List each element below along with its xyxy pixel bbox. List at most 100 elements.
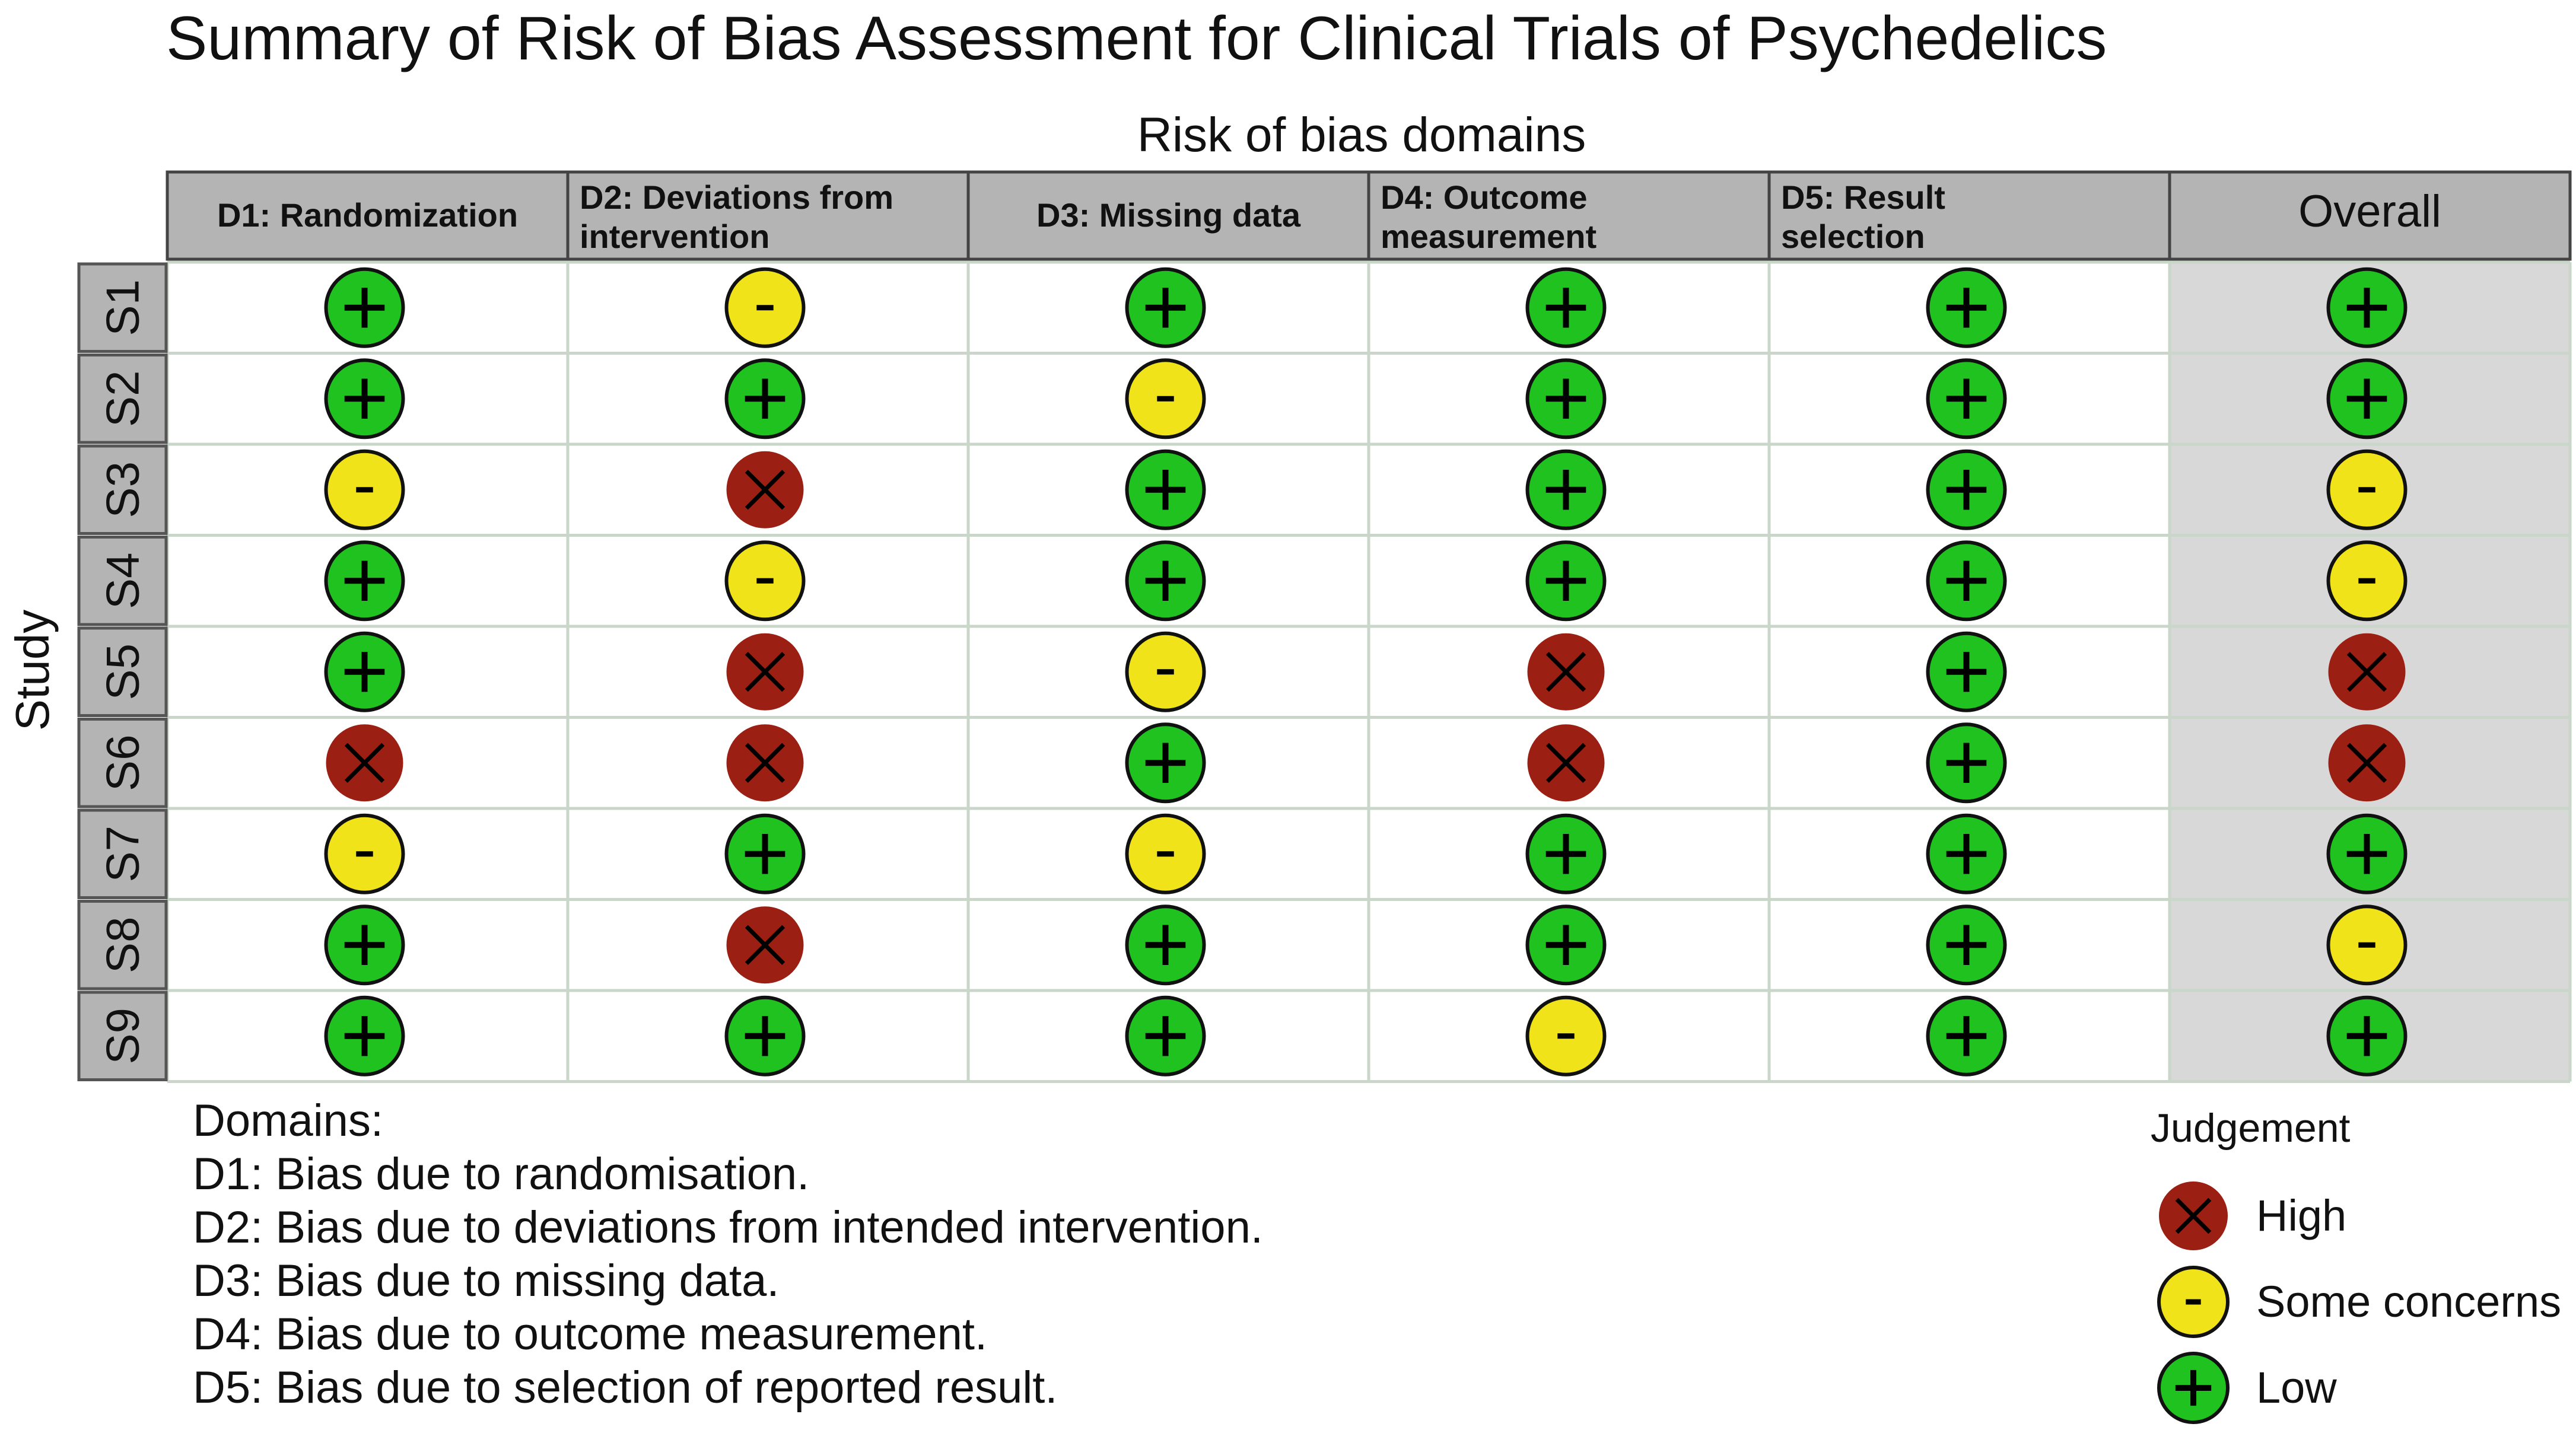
cross-bar — [2346, 743, 2387, 783]
judgement-some — [324, 449, 405, 530]
study-label: S3 — [97, 461, 149, 518]
judgement-legend-label-some: Some concerns — [2256, 1277, 2561, 1326]
study-label: S2 — [97, 371, 149, 427]
judgement-low — [324, 358, 405, 439]
grid — [166, 260, 2572, 1083]
study-label: S4 — [97, 553, 149, 609]
judgement-low — [2326, 267, 2408, 348]
judgement-low — [324, 631, 405, 712]
judgement-high — [726, 724, 804, 802]
judgement-low — [1926, 631, 2007, 712]
judgement-some — [1125, 813, 1206, 894]
judgement-some — [1125, 631, 1206, 712]
study-label-cell — [77, 626, 168, 717]
judgement-low — [1926, 540, 2007, 622]
judgement-low — [324, 267, 405, 348]
study-label: S9 — [97, 1008, 149, 1064]
column-header-cell — [566, 170, 970, 261]
judgement-low — [324, 540, 405, 622]
cross-bar — [2175, 1197, 2212, 1234]
judgement-legend-label-high: High — [2256, 1191, 2346, 1240]
judgement-low — [1926, 722, 2007, 804]
judgement-low — [724, 995, 806, 1077]
judgement-high — [2328, 724, 2406, 802]
judgement-some — [324, 813, 405, 894]
judgement-high — [1527, 633, 1605, 711]
judgement-low — [1926, 995, 2007, 1077]
judgement-some — [2326, 449, 2408, 530]
judgement-low — [324, 905, 405, 986]
judgement-some — [724, 540, 806, 622]
cross-bar — [2346, 652, 2387, 692]
judgement-legend: Judgement High Some concerns Low — [2151, 1106, 2561, 1424]
column-header-label: selection — [1781, 218, 1925, 255]
judgement-high — [2328, 633, 2406, 711]
cross-bar — [1545, 743, 1586, 783]
domains-legend-heading: Domains: — [193, 1095, 383, 1146]
judgement-low — [1926, 905, 2007, 986]
judgement-low — [724, 358, 806, 439]
column-header-label: D1: Randomization — [217, 196, 518, 234]
judgement-low — [1525, 267, 1607, 348]
judgement-high — [1527, 724, 1605, 802]
domains-axis-label: Risk of bias domains — [1137, 108, 1586, 162]
domains-legend-item: D1: Bias due to randomisation. — [193, 1149, 809, 1199]
column-header-label: D2: Deviations from — [580, 179, 893, 216]
legend-mark-some — [2157, 1266, 2230, 1338]
chart-title: Summary of Risk of Bias Assessment for C… — [166, 4, 2107, 73]
study-label-cell — [77, 991, 168, 1081]
cross-bar — [1545, 652, 1586, 692]
judgement-high — [726, 451, 804, 528]
study-label-cell — [77, 718, 168, 808]
study-label-cell — [77, 353, 168, 444]
judgement-high — [326, 724, 403, 802]
judgement-low — [1525, 813, 1607, 894]
judgement-low — [1125, 267, 1206, 348]
row-labels: S1 S2 S3 S4 S5 S6 S7 S8 S9 — [77, 262, 168, 1081]
judgement-low — [1125, 540, 1206, 622]
judgement-high — [726, 633, 804, 711]
column-header-label: D5: Result — [1781, 179, 1945, 216]
domains-legend: Domains: D1: Bias due to randomisation. … — [193, 1095, 1263, 1413]
judgement-low — [1926, 358, 2007, 439]
judgement-low — [1125, 722, 1206, 804]
judgement-low — [1525, 358, 1607, 439]
study-label: S5 — [97, 644, 149, 700]
judgement-legend-label-low: Low — [2256, 1363, 2337, 1412]
judgement-low — [1926, 267, 2007, 348]
column-header-label: D4: Outcome — [1381, 179, 1588, 216]
study-label-cell — [77, 536, 168, 626]
study-label-cell — [77, 444, 168, 535]
judgement-some — [1525, 995, 1607, 1077]
column-headers: D1: Randomization D2: Deviations frominte… — [166, 170, 2572, 261]
judgement-marks — [324, 267, 2408, 1077]
study-label: S8 — [97, 917, 149, 973]
cross-bar — [745, 470, 785, 510]
judgement-low — [1525, 449, 1607, 530]
domains-legend-item: D3: Bias due to missing data. — [193, 1256, 780, 1306]
study-label: S7 — [97, 826, 149, 882]
judgement-low — [2326, 995, 2408, 1077]
domains-legend-item: D2: Bias due to deviations from intended… — [193, 1202, 1263, 1253]
column-header-label: intervention — [580, 218, 769, 255]
judgement-some — [1125, 358, 1206, 439]
domains-legend-item: D4: Bias due to outcome measurement. — [193, 1309, 987, 1359]
column-header-label: D3: Missing data — [1036, 196, 1301, 234]
cross-bar — [344, 743, 385, 783]
study-label: S1 — [97, 279, 149, 336]
study-label-cell — [77, 262, 168, 353]
judgement-some — [2326, 905, 2408, 986]
study-label-cell — [77, 808, 168, 899]
judgement-high — [726, 906, 804, 984]
judgement-legend-heading: Judgement — [2151, 1106, 2351, 1151]
column-header-cell — [966, 170, 1370, 261]
legend-mark-low — [2157, 1352, 2230, 1424]
column-header-label: measurement — [1381, 218, 1597, 255]
judgement-low — [1125, 905, 1206, 986]
judgement-low — [1125, 449, 1206, 530]
judgement-some — [2326, 540, 2408, 622]
legend-mark-high — [2159, 1181, 2228, 1250]
cross-bar — [745, 743, 785, 783]
judgement-low — [2326, 358, 2408, 439]
